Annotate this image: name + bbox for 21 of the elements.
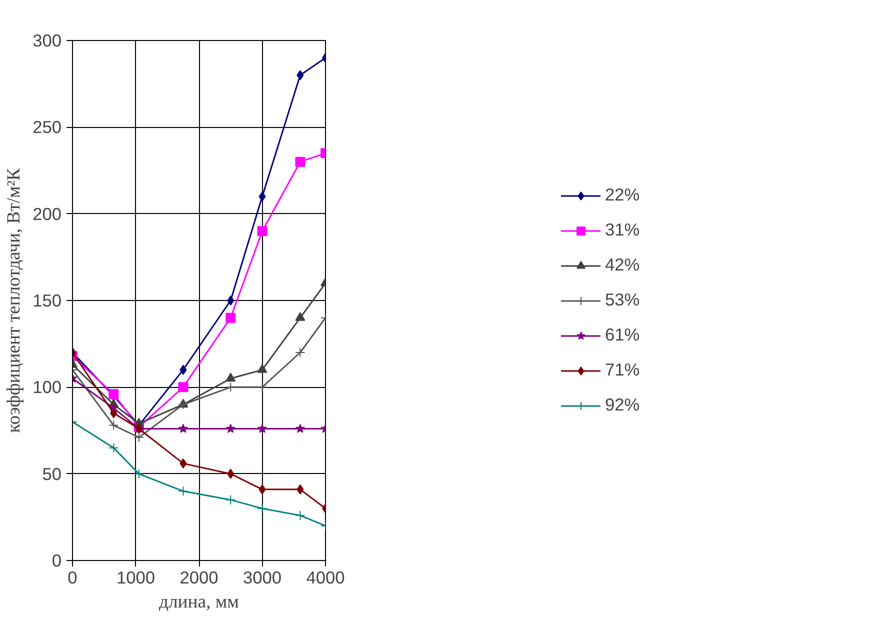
legend-label: 71%	[605, 360, 641, 380]
x-axis-title: длина, мм	[159, 592, 240, 612]
x-tick-label: 3000	[242, 568, 282, 588]
legend-label: 92%	[605, 394, 641, 416]
legend-label: 53%	[605, 290, 641, 310]
y-tick-label: 300	[32, 30, 62, 50]
y-axis-title: коэффициент теплотдачи, Вт/м²К	[4, 168, 25, 433]
y-tick-label: 50	[42, 464, 62, 484]
legend-label: 61%	[605, 324, 641, 346]
x-tick-label: 4000	[306, 568, 345, 588]
y-tick-label: 150	[32, 290, 62, 310]
y-tick-label: 0	[52, 550, 62, 570]
x-tick-label: 0	[68, 568, 78, 588]
legend-label: 22%	[605, 184, 641, 206]
x-tick-label: 2000	[180, 568, 218, 588]
y-tick-label: 100	[32, 377, 62, 398]
x-tick-label: 1000	[116, 568, 156, 588]
legend-label: 31%	[605, 220, 641, 240]
y-tick-label: 250	[32, 117, 62, 138]
y-tick-label: 200	[32, 204, 62, 224]
legend-label: 42%	[605, 254, 641, 276]
